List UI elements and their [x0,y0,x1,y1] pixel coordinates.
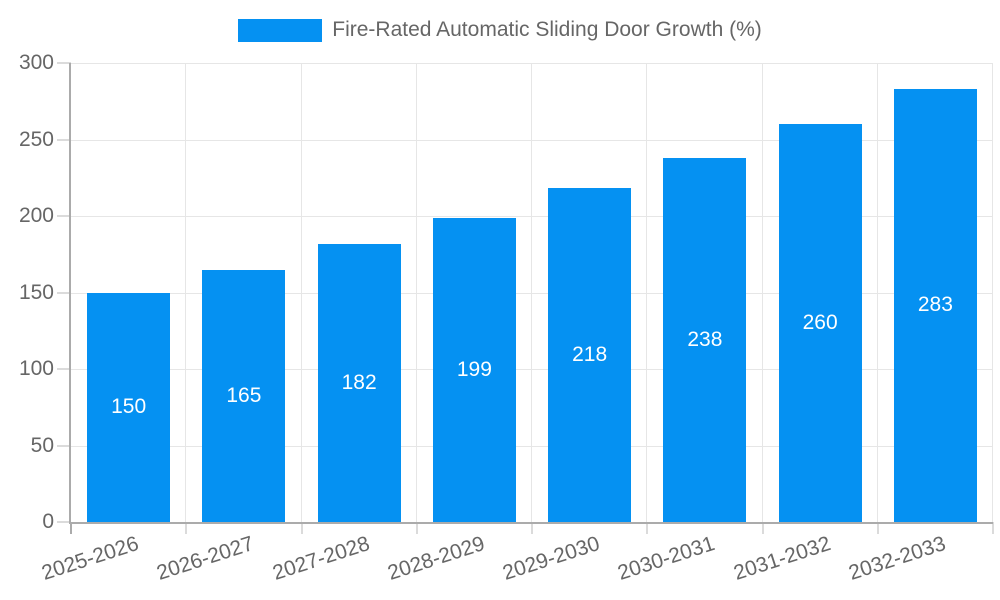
bar[interactable]: 199 [432,217,516,522]
y-axis-tick [57,215,71,217]
bar[interactable]: 165 [202,269,286,522]
bar[interactable]: 218 [548,188,632,522]
y-axis-tick [57,521,71,523]
x-axis-tick [646,522,649,534]
gridline-x [992,63,993,522]
plot-area [71,63,993,522]
x-tick-label: 2031-2032 [730,532,834,585]
gridline-x [876,63,878,522]
y-axis-tick [57,291,71,294]
y-axis-tick [57,62,71,64]
x-tick-label: 2029-2030 [500,532,603,585]
bar-value-label: 199 [456,357,492,381]
x-tick-label: 2026-2027 [154,532,257,585]
bar-value-label: 238 [687,327,723,351]
gridline-x [300,63,302,522]
y-axis-tick [57,444,71,447]
x-axis-tick [70,522,72,534]
x-tick-label: 2028-2029 [384,532,488,585]
y-tick-label: 100 [18,357,54,380]
y-axis-line [69,63,71,524]
gridline-x [761,63,763,522]
gridline-x [185,63,187,522]
x-axis-tick [415,522,418,534]
gridline-y [71,445,993,447]
gridline-x [531,63,532,522]
bar-value-label: 260 [802,311,838,335]
legend: Fire-Rated Automatic Sliding Door Growth… [0,18,1000,42]
x-axis-line [69,522,993,524]
x-axis-tick [300,522,303,534]
bar-value-label: 182 [341,370,377,394]
legend-item[interactable]: Fire-Rated Automatic Sliding Door Growth… [238,18,762,42]
y-tick-label: 200 [18,204,54,227]
x-tick-label: 2027-2028 [269,532,373,585]
legend-swatch [238,18,323,42]
bar-value-label: 283 [917,293,953,317]
gridline-x [415,63,417,522]
bar-value-label: 150 [111,395,147,419]
y-tick-label: 50 [30,433,54,457]
bar-value-label: 218 [572,343,608,367]
x-axis-tick [992,522,994,534]
x-tick-label: 2032-2033 [845,532,949,585]
gridline-y [71,216,993,217]
y-tick-label: 250 [18,127,54,151]
legend-label: Fire-Rated Automatic Sliding Door Growth… [332,18,762,41]
gridline-y [71,63,993,64]
bar-value-label: 165 [226,383,262,407]
y-tick-label: 150 [18,280,54,304]
x-tick-label: 2025-2026 [39,532,142,585]
y-tick-label: 300 [18,51,54,74]
bar[interactable]: 283 [893,89,977,522]
x-axis-tick [876,522,879,534]
y-tick-label: 0 [42,510,54,533]
gridline-y [71,369,993,370]
bar[interactable]: 238 [663,157,747,522]
x-axis-tick [531,522,533,534]
gridline-x [646,63,648,522]
bar[interactable]: 260 [778,124,862,522]
x-axis-tick [761,522,764,534]
bar[interactable]: 150 [87,292,171,522]
x-tick-label: 2030-2031 [615,532,718,585]
bar[interactable]: 182 [317,243,401,522]
x-axis-tick [185,522,188,534]
y-axis-tick [57,138,71,141]
y-axis-tick [57,368,71,370]
gridline-y [71,139,993,141]
gridline-y [71,292,993,294]
